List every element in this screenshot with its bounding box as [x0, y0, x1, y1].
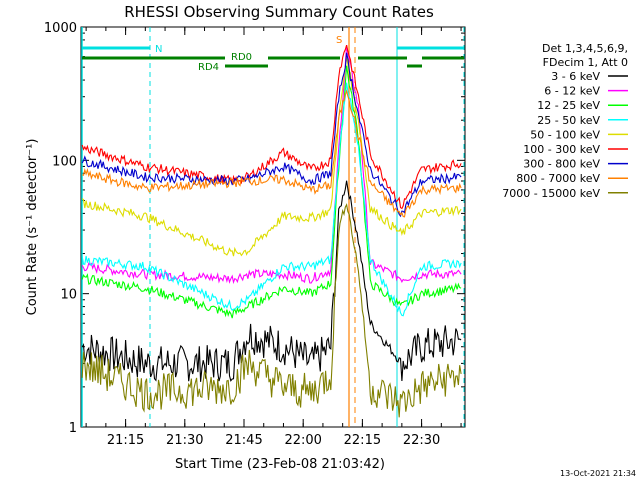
legend-label: 50 - 100 keV [530, 128, 600, 141]
y-axis: 1 10 100 1000 [44, 21, 465, 436]
y-tick-label: 10 [60, 288, 77, 303]
rd0-label: RD0 [231, 52, 252, 63]
rd4-label: RD4 [198, 62, 219, 73]
legend: Det 1,3,4,5,6,9, FDecim 1, Att 0 3 - 6 k… [502, 42, 628, 200]
legend-label: 12 - 25 keV [537, 99, 600, 112]
generated-timestamp: 13-Oct-2021 21:34 [560, 469, 636, 478]
night-flag-label: N [155, 44, 162, 55]
x-tick-label: 21:15 [107, 433, 144, 448]
series-line-6 [81, 52, 462, 218]
x-axis: 21:15 21:30 21:45 22:00 22:15 22:30 [85, 27, 462, 448]
series-layer [81, 44, 462, 418]
flare-flag-label: S [336, 35, 342, 46]
chart-title: RHESSI Observing Summary Count Rates [124, 3, 434, 21]
y-tick-label: 1000 [44, 21, 77, 36]
series-line-7 [82, 89, 462, 218]
annotation-bands: N S RD0 RD4 [81, 27, 465, 427]
series-line-1 [81, 45, 462, 285]
legend-label: 6 - 12 keV [544, 85, 600, 98]
y-tick-label: 1 [69, 421, 77, 436]
plot-frame [80, 26, 466, 428]
legend-label: 7000 - 15000 keV [502, 187, 600, 200]
legend-label: 800 - 7000 keV [516, 172, 600, 185]
legend-label: 300 - 800 keV [523, 158, 600, 171]
legend-header-1: Det 1,3,4,5,6,9, [542, 42, 628, 55]
y-axis-label: Count Rate (s⁻¹ detector⁻¹) [25, 139, 40, 316]
series-line-2 [81, 65, 462, 319]
legend-label: 25 - 50 keV [537, 114, 600, 127]
x-tick-label: 21:45 [225, 433, 262, 448]
legend-label: 100 - 300 keV [523, 143, 600, 156]
x-axis-label: Start Time (23-Feb-08 21:03:42) [175, 457, 385, 472]
x-tick-label: 22:15 [344, 433, 381, 448]
series-line-8 [81, 203, 462, 418]
x-tick-label: 22:30 [403, 433, 440, 448]
x-tick-label: 21:30 [166, 433, 203, 448]
x-tick-label: 22:00 [284, 433, 321, 448]
series-line-5 [81, 44, 462, 210]
series-line-0 [81, 180, 462, 382]
series-line-4 [81, 56, 462, 257]
legend-label: 3 - 6 keV [551, 70, 600, 83]
y-tick-label: 100 [52, 154, 77, 169]
legend-header-2: FDecim 1, Att 0 [543, 56, 628, 69]
series-line-3 [81, 82, 462, 317]
